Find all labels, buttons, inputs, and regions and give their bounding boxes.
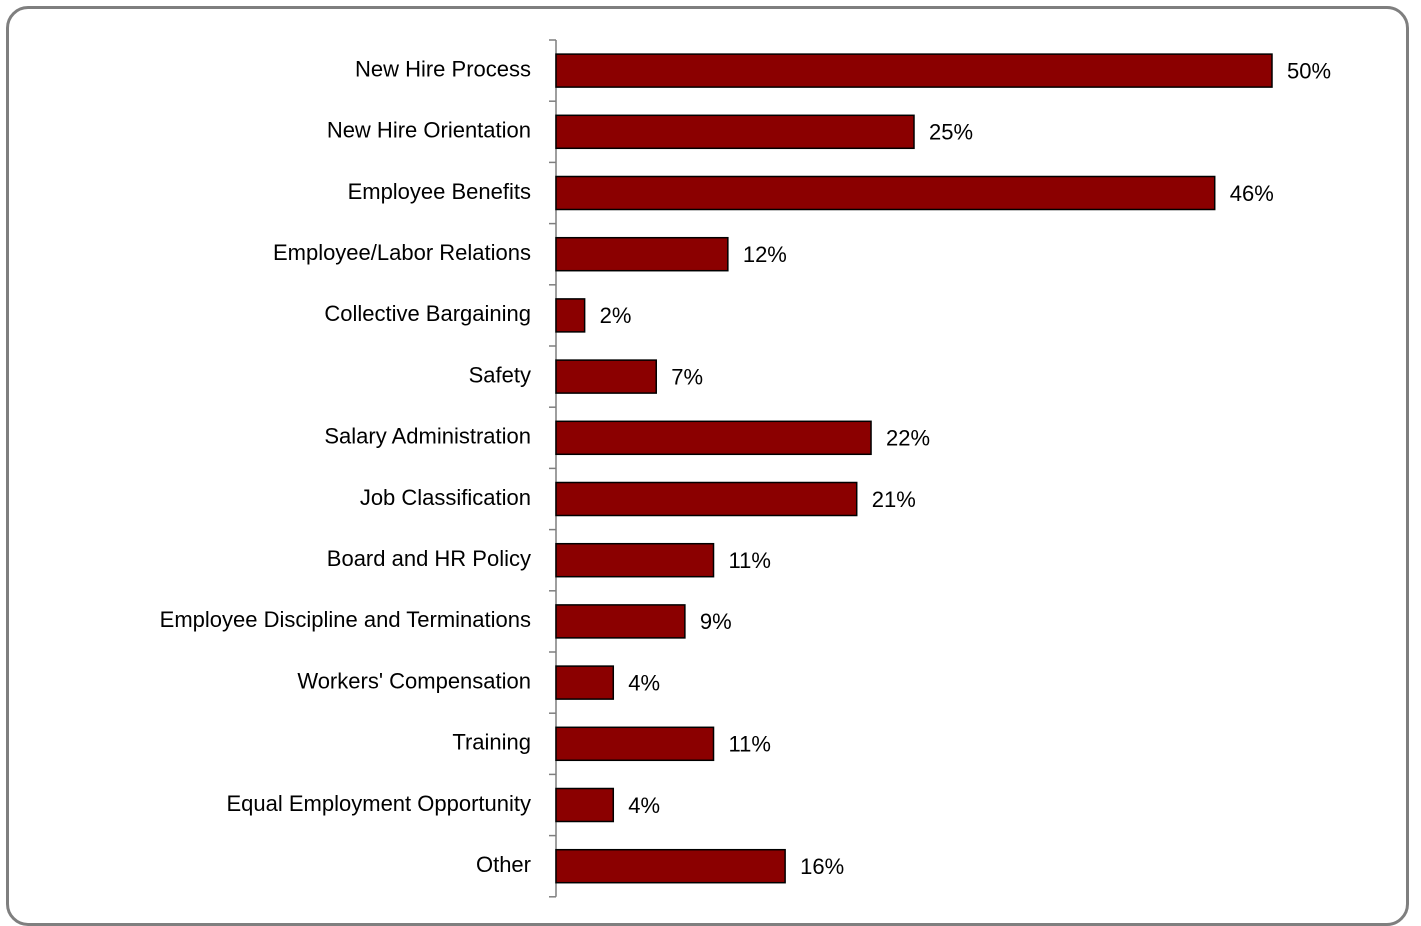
bar — [555, 787, 615, 823]
category-label: Training — [452, 730, 531, 755]
data-label: 21% — [872, 487, 916, 512]
data-label: 2% — [600, 303, 632, 328]
category-label: Employee Benefits — [348, 179, 531, 204]
bar — [555, 236, 729, 272]
data-label: 4% — [628, 793, 660, 818]
category-label: Employee/Labor Relations — [273, 240, 531, 265]
labels-layer: New Hire Process 50% New Hire Orientation 2… — [160, 56, 1331, 879]
bar — [555, 114, 915, 150]
category-label: Job Classification — [360, 485, 531, 510]
axis-layer — [549, 39, 557, 898]
data-label: 46% — [1230, 181, 1274, 206]
data-label: 25% — [929, 120, 973, 145]
data-label: 9% — [700, 609, 732, 634]
data-label: 11% — [729, 732, 771, 757]
category-label: Employee Discipline and Terminations — [160, 607, 531, 632]
category-label: Collective Bargaining — [324, 301, 531, 326]
category-label: Safety — [469, 362, 531, 387]
category-label: New Hire Orientation — [327, 118, 531, 143]
bar — [555, 420, 872, 456]
data-label: 12% — [743, 242, 787, 267]
bar — [555, 542, 715, 578]
data-label: 50% — [1287, 58, 1331, 83]
data-label: 22% — [886, 426, 930, 451]
category-label: Other — [476, 852, 531, 877]
category-label: Equal Employment Opportunity — [227, 791, 532, 816]
bar — [555, 848, 786, 884]
bar — [555, 726, 715, 762]
category-label: Salary Administration — [324, 424, 531, 449]
bars-layer — [555, 53, 1273, 884]
data-label: 16% — [800, 854, 844, 879]
category-label: Workers' Compensation — [297, 668, 531, 693]
bar — [555, 604, 686, 639]
category-label: New Hire Process — [355, 56, 531, 81]
bar — [555, 53, 1273, 88]
bar — [555, 359, 657, 394]
chart-frame — [6, 6, 1409, 926]
data-label: 11% — [729, 548, 771, 573]
bar — [555, 665, 615, 700]
data-label: 7% — [671, 364, 703, 389]
bar — [555, 175, 1216, 211]
category-label: Board and HR Policy — [327, 546, 531, 571]
bar — [555, 298, 586, 333]
data-label: 4% — [628, 670, 660, 695]
bar — [555, 481, 858, 517]
